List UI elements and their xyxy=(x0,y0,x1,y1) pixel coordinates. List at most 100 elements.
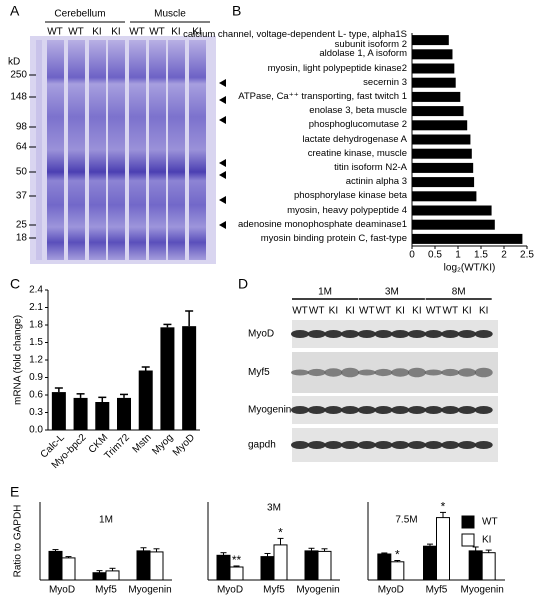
x-tick-label: Myf5 xyxy=(426,585,448,596)
blot-band xyxy=(307,330,326,338)
blot-band xyxy=(391,368,410,377)
bar xyxy=(412,219,495,230)
chart-title: 3M xyxy=(267,503,281,514)
blot-label: Myogenin xyxy=(248,405,291,416)
bar xyxy=(412,233,523,244)
bar xyxy=(273,544,288,581)
category-label: lactate dehydrogenase A xyxy=(302,133,407,145)
legend-swatch xyxy=(461,533,475,547)
blot-band xyxy=(391,441,410,449)
significance-label: ** xyxy=(232,553,242,567)
bar xyxy=(412,49,453,60)
gel-lane xyxy=(149,40,166,260)
bar xyxy=(436,517,450,581)
blot-band xyxy=(441,330,460,338)
blot-band xyxy=(357,330,376,338)
bar xyxy=(412,77,456,88)
gel-lane xyxy=(47,40,64,260)
blot-band xyxy=(391,406,410,414)
blot-band xyxy=(374,441,393,449)
blot-band xyxy=(474,367,493,378)
blot-band xyxy=(424,330,443,338)
bar xyxy=(423,545,437,581)
bar xyxy=(412,106,464,117)
lane-label: KI xyxy=(329,306,338,317)
blot-band xyxy=(291,406,309,414)
tissue-label: Muscle xyxy=(154,9,186,20)
lane-label: WT xyxy=(149,27,165,38)
blot-band xyxy=(441,368,460,377)
bar xyxy=(412,134,471,145)
x-axis-label: log₂(WT/KI) xyxy=(444,263,496,274)
bar xyxy=(216,554,231,581)
lane-label: KI xyxy=(171,27,180,38)
y-axis-label: Ratio to GAPDH xyxy=(13,505,24,578)
y-axis-label: mRNA (fold change) xyxy=(13,315,24,405)
x-tick-label: Myogenin xyxy=(128,585,171,596)
y-tick-label: 1.8 xyxy=(29,320,43,331)
x-tick-label: Myogenin xyxy=(460,585,503,596)
gel-lane xyxy=(108,40,125,260)
y-tick-label: 1.2 xyxy=(29,355,43,366)
marker-label: 64 xyxy=(16,142,28,153)
panel-label: A xyxy=(10,3,20,19)
lane-label: KI xyxy=(479,306,488,317)
bar xyxy=(412,91,461,102)
bar xyxy=(73,397,88,430)
lane-label: KI xyxy=(345,306,354,317)
bar xyxy=(317,550,332,581)
blot-band xyxy=(458,441,476,449)
x-tick-label: MyoD xyxy=(49,585,75,596)
legend-label: WT xyxy=(482,517,498,528)
blot-band xyxy=(324,368,343,377)
timepoint-label: 1M xyxy=(318,287,332,298)
x-tick-label: 2.5 xyxy=(520,250,534,261)
bar xyxy=(182,326,197,430)
category-label: creatine kinase, muscle xyxy=(307,147,407,159)
category-label: enolase 3, beta muscle xyxy=(309,105,407,117)
blot-band xyxy=(458,330,476,338)
bar xyxy=(412,148,472,159)
blot-band xyxy=(458,406,476,414)
blot-band xyxy=(341,441,360,449)
blot-band xyxy=(374,368,393,377)
bar xyxy=(92,572,107,581)
lane-label: WT xyxy=(376,306,392,317)
marker-label: 250 xyxy=(10,70,27,81)
unit-label: kD xyxy=(8,57,20,68)
bar xyxy=(117,397,131,430)
gel-lane xyxy=(129,40,146,260)
blot-band xyxy=(291,441,309,449)
bar xyxy=(412,177,475,188)
x-tick-label: Myf5 xyxy=(263,585,285,596)
y-tick-label: 1.5 xyxy=(29,337,43,348)
blot-band xyxy=(374,406,393,414)
lane-label: KI xyxy=(462,306,471,317)
blot-band xyxy=(341,367,360,378)
blot-band xyxy=(374,330,393,338)
bar xyxy=(412,162,474,173)
lane-label: KI xyxy=(111,27,120,38)
marker-label: 148 xyxy=(10,92,27,103)
x-tick-label: 0.5 xyxy=(428,250,442,261)
marker-label: 50 xyxy=(16,167,28,178)
lane-label: WT xyxy=(359,306,375,317)
bar xyxy=(105,570,120,581)
bar xyxy=(61,557,76,581)
marker-label: 25 xyxy=(16,220,28,231)
significance-label: * xyxy=(395,548,400,562)
lane-label: KI xyxy=(92,27,101,38)
blot-band xyxy=(357,406,376,414)
x-tick-label: 1.5 xyxy=(474,250,488,261)
blot-band xyxy=(391,330,410,338)
category-label: adenosine monophosphate deaminase1 xyxy=(237,218,407,230)
lane-label: WT xyxy=(129,27,145,38)
bar xyxy=(412,63,455,74)
blot-band xyxy=(307,368,326,377)
lane-label: KI xyxy=(192,27,201,38)
tissue-label: Cerebellum xyxy=(54,9,105,20)
lane-label: WT xyxy=(68,27,84,38)
blot-band xyxy=(407,330,426,338)
blot-band xyxy=(441,441,460,449)
category-label: secernin 3 xyxy=(363,76,407,88)
